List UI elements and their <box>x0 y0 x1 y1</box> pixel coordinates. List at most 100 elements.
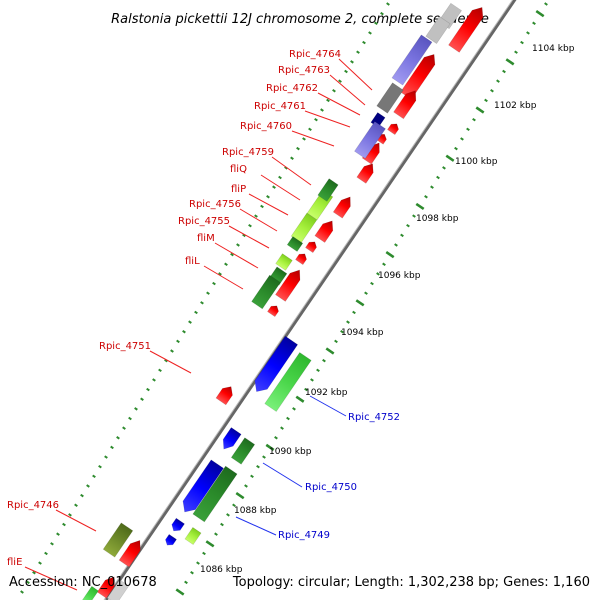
gene-red <box>314 220 334 243</box>
gene-red <box>448 6 484 53</box>
tick-minor <box>310 378 314 382</box>
tick-minor <box>62 522 66 527</box>
tick-minor <box>520 40 524 45</box>
tick-minor <box>526 31 530 35</box>
scale-label: 1102 kbp <box>494 101 537 111</box>
tick-major <box>385 251 395 259</box>
gene-label[interactable]: fliP <box>231 184 246 195</box>
leader-line <box>248 193 289 216</box>
gene-label[interactable]: Rpic_4750 <box>305 482 357 493</box>
gene-red-shape <box>275 269 301 302</box>
tick-minor <box>280 426 284 430</box>
gene-label[interactable]: Rpic_4752 <box>348 412 400 423</box>
leader-line <box>228 225 270 249</box>
scale-label: 1092 kbp <box>305 388 348 398</box>
tick-major <box>355 299 365 307</box>
scale-label: 1100 kbp <box>455 157 498 167</box>
tick-minor <box>484 98 488 103</box>
scale-label: 1104 kbp <box>532 44 575 54</box>
tick-minor <box>74 503 78 507</box>
tick-minor <box>254 214 258 218</box>
tick-minor <box>86 484 90 488</box>
tick-minor <box>232 503 236 507</box>
tick-minor <box>340 330 344 334</box>
gene-green <box>192 465 238 523</box>
tick-minor <box>266 195 270 199</box>
tick-minor <box>146 387 150 392</box>
label-leader-lines <box>24 58 373 591</box>
tick-minor <box>362 40 366 45</box>
leader-line <box>239 208 278 232</box>
gene-label[interactable]: Rpic_4755 <box>178 216 230 227</box>
gene-red <box>387 123 399 136</box>
gene-label[interactable]: Rpic_4749 <box>278 530 330 541</box>
tick-minor <box>68 513 72 517</box>
accession-text: Accession: NC_010678 <box>9 575 157 590</box>
tick-minor <box>248 223 252 228</box>
tick-minor <box>286 416 290 421</box>
tick-minor <box>212 281 216 286</box>
gene-lime-shape <box>275 253 293 271</box>
tick-minor <box>380 11 384 16</box>
tick-minor <box>32 570 36 575</box>
backbone-line <box>104 0 517 600</box>
gene-label[interactable]: Rpic_4760 <box>240 121 292 132</box>
tick-minor <box>202 551 206 556</box>
tick-minor <box>184 580 188 585</box>
gene-green <box>251 274 281 310</box>
leader-line <box>214 242 259 269</box>
tick-minor <box>278 175 282 180</box>
gene-red-shape <box>267 305 279 318</box>
gene-green-shape <box>192 465 238 523</box>
gene-green-shape <box>251 274 281 310</box>
gene-red-shape <box>393 90 417 120</box>
gene-label[interactable]: fliE <box>7 557 22 568</box>
gene-blue <box>222 427 242 450</box>
tick-minor <box>532 21 536 26</box>
gene-label[interactable]: Rpic_4763 <box>278 65 330 76</box>
tick-major <box>475 106 485 114</box>
tick-minor <box>290 156 294 160</box>
gene-label[interactable]: Rpic_4762 <box>266 83 318 94</box>
gene-label[interactable]: Rpic_4751 <box>99 341 151 352</box>
tick-minor <box>406 223 410 228</box>
gene-blue <box>182 459 224 513</box>
tick-minor <box>376 272 380 276</box>
gene-label[interactable]: fliL <box>185 256 200 267</box>
tick-minor <box>466 127 470 132</box>
tick-major <box>415 202 425 211</box>
tick-major <box>265 443 275 452</box>
gene-label[interactable]: Rpic_4759 <box>222 147 274 158</box>
tick-minor <box>368 31 372 35</box>
tick-minor <box>544 2 548 6</box>
tick-minor <box>226 513 230 517</box>
tick-minor <box>344 69 348 74</box>
gene-label[interactable]: Rpic_4761 <box>254 101 306 112</box>
leader-line <box>149 350 192 374</box>
tick-minor <box>370 281 374 286</box>
tick-major <box>175 588 185 596</box>
tick-minor <box>304 387 308 392</box>
gene-label[interactable]: fliQ <box>230 164 247 175</box>
tick-minor <box>170 349 174 353</box>
tick-minor <box>346 320 350 324</box>
gene-label[interactable]: fliM <box>197 233 215 244</box>
tick-minor <box>400 233 404 238</box>
leader-line <box>338 58 373 91</box>
tick-minor <box>430 185 434 189</box>
gene-red-shape <box>332 196 351 219</box>
tick-minor <box>302 137 306 141</box>
gene-label[interactable]: Rpic_4746 <box>7 500 59 511</box>
gene-red <box>295 253 307 266</box>
gene-label[interactable]: Rpic_4756 <box>189 199 241 210</box>
gene-label[interactable]: Rpic_4764 <box>289 49 341 60</box>
tick-minor <box>230 252 234 257</box>
tick-minor <box>164 358 168 363</box>
tick-minor <box>188 320 192 324</box>
gene-bright-green <box>81 585 99 600</box>
tick-minor <box>442 166 446 170</box>
gene-red-shape <box>387 123 399 136</box>
gene-red <box>356 163 374 184</box>
gene-darkgrey <box>376 82 404 114</box>
tick-minor <box>44 551 48 556</box>
